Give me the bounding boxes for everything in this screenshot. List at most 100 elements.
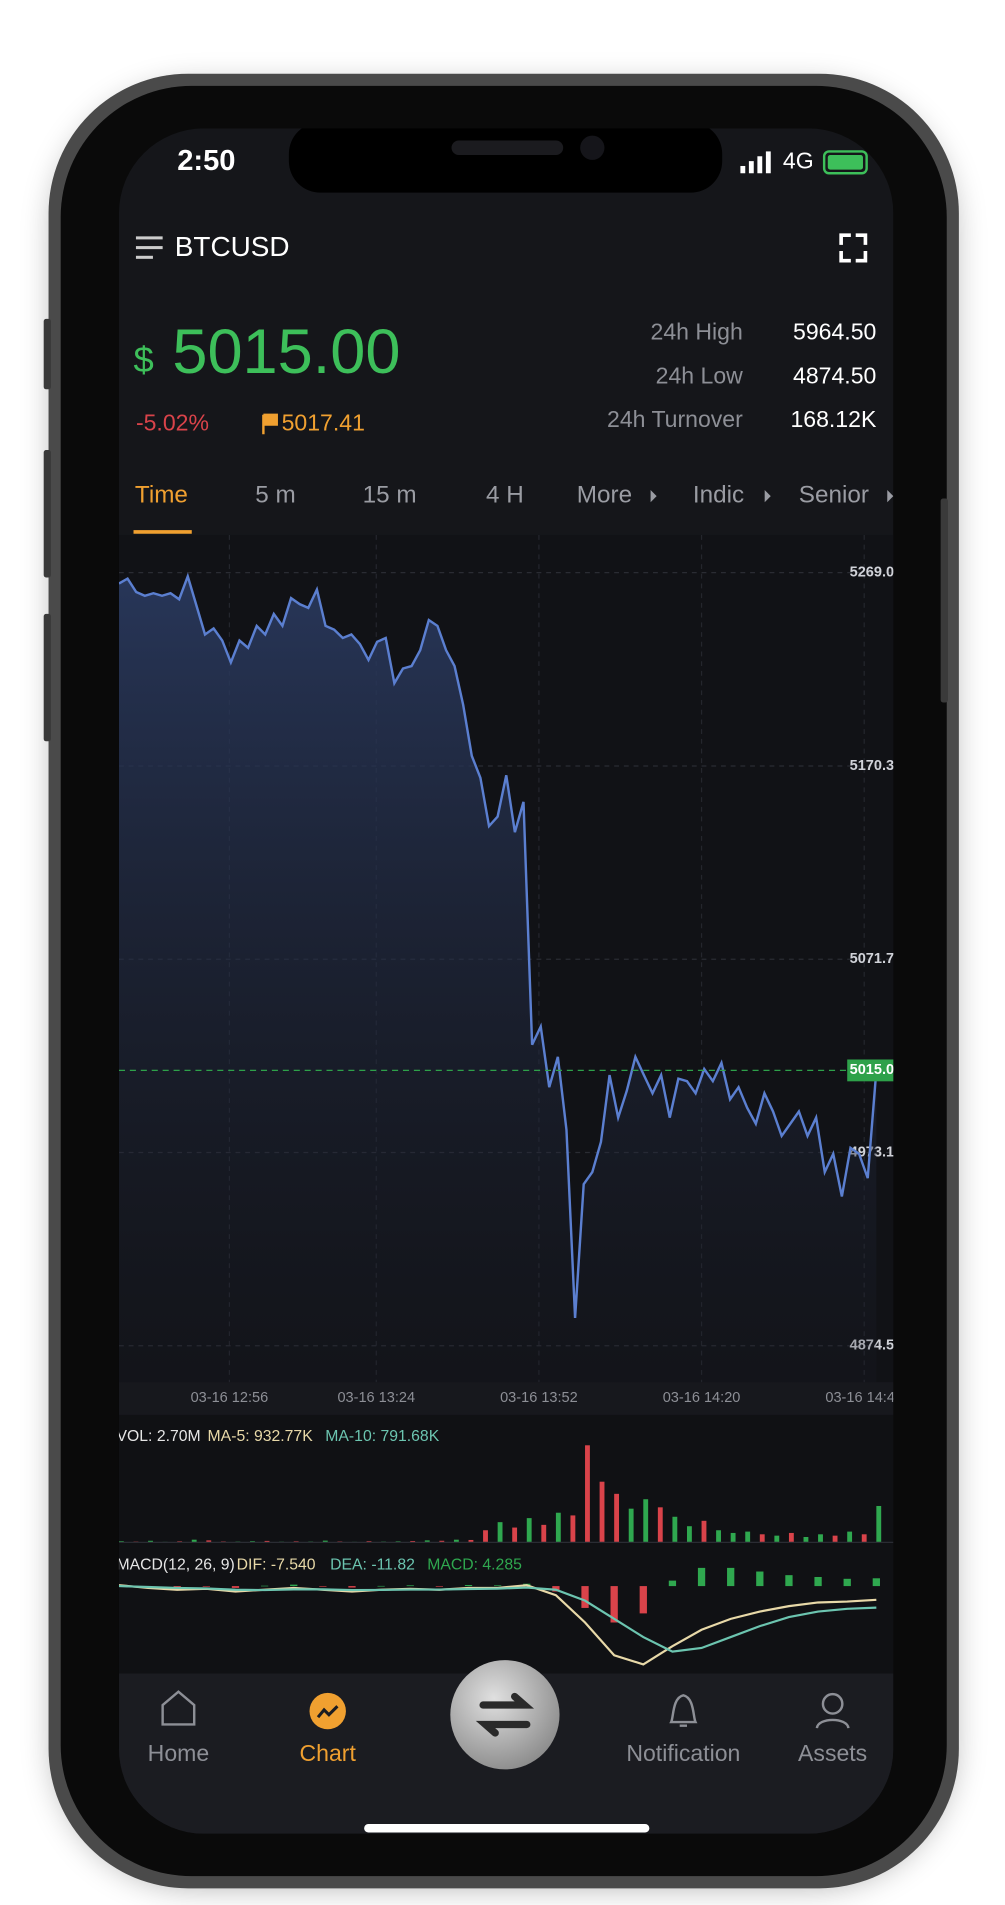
x-tick-label: 03-16 13:24	[337, 1390, 415, 1406]
volume-bar	[759, 1534, 765, 1543]
volume-bar	[643, 1499, 649, 1543]
macd-bar	[639, 1586, 647, 1614]
stat-label: 24h Low	[656, 362, 743, 388]
volume-bar	[686, 1526, 692, 1543]
stat-value: 168.12K	[790, 406, 876, 432]
battery-level	[827, 155, 863, 170]
home-indicator	[364, 1823, 650, 1833]
flag-icon	[262, 413, 278, 435]
side-button	[940, 498, 948, 703]
mark-price: 5017.41	[282, 410, 365, 436]
macd-bar	[843, 1578, 851, 1587]
macd-bar	[319, 1586, 327, 1587]
macd-bar	[668, 1580, 677, 1587]
tab[interactable]: More	[577, 482, 632, 509]
macd-bar	[814, 1576, 822, 1587]
y-tick-label: 5170.3	[850, 758, 894, 774]
home-icon[interactable]	[161, 1690, 196, 1726]
person-icon-body	[815, 1718, 850, 1729]
volume-bar	[861, 1534, 867, 1543]
tab-arrow	[764, 490, 771, 503]
volume-bar	[148, 1540, 153, 1543]
status-network: 4G	[783, 147, 814, 173]
volume-label: MA-5: 932.77K	[208, 1428, 314, 1445]
volume-bar	[512, 1527, 518, 1543]
volume-bar	[439, 1540, 445, 1543]
volume-bar	[585, 1445, 590, 1543]
nav-label[interactable]: Notification	[626, 1740, 740, 1766]
symbol[interactable]: BTCUSD	[175, 231, 290, 262]
signal	[740, 165, 746, 174]
trade-button[interactable]	[450, 1660, 560, 1770]
volume-bar	[745, 1531, 751, 1543]
price-line	[118, 572, 878, 1319]
tab[interactable]: 5 m	[255, 482, 295, 509]
volume-bar	[526, 1518, 532, 1543]
macd-bar	[348, 1586, 356, 1588]
volume-bar	[672, 1516, 678, 1543]
dea-line	[118, 1584, 877, 1653]
x-tick-label: 03-16 14:48	[825, 1390, 903, 1406]
volume-bar	[788, 1532, 794, 1543]
volume-bar	[483, 1530, 488, 1543]
macd-bar	[727, 1567, 735, 1587]
tab-underline	[133, 530, 192, 534]
volume-bar	[628, 1508, 634, 1543]
volume-bar	[818, 1534, 823, 1543]
nav-label[interactable]: Chart	[300, 1740, 357, 1766]
signal	[757, 156, 763, 174]
volume-bar	[555, 1512, 561, 1543]
tab[interactable]: 4 H	[486, 482, 524, 509]
nav-label[interactable]: Home	[148, 1740, 209, 1766]
macd-label: DEA: -11.82	[330, 1557, 415, 1574]
volume-bar	[876, 1505, 882, 1543]
tab[interactable]: Indic	[693, 482, 744, 509]
tab-arrow	[887, 490, 894, 503]
currency: $	[134, 339, 154, 380]
current-price-label: 5015.0	[850, 1062, 894, 1078]
tab[interactable]: Time	[135, 482, 188, 509]
tab[interactable]: Senior	[799, 482, 869, 509]
volume-bar	[453, 1539, 459, 1543]
macd-label: MACD(12, 26, 9)	[117, 1557, 235, 1574]
fullscreen-icon[interactable]	[839, 233, 868, 263]
volume-bar	[657, 1507, 663, 1543]
volume-bar	[410, 1541, 416, 1543]
volume-bar	[424, 1540, 430, 1543]
current-price-tag	[847, 1059, 894, 1082]
volume-bar	[599, 1481, 605, 1543]
volume-bar	[468, 1539, 474, 1543]
battery	[822, 150, 868, 175]
macd-bar	[610, 1586, 618, 1623]
swap-icon	[475, 1692, 535, 1737]
tab[interactable]: 15 m	[363, 482, 417, 509]
volume-label: MA-10: 791.68K	[325, 1428, 439, 1445]
side-button	[43, 613, 51, 742]
indicator-bg	[118, 1414, 894, 1674]
macd-bar	[494, 1585, 502, 1587]
macd-bar	[785, 1575, 793, 1587]
signal	[765, 151, 771, 174]
x-axis-strip	[118, 1382, 894, 1415]
volume-bar	[541, 1524, 547, 1543]
volume-bar	[614, 1493, 620, 1543]
chart-icon-line	[316, 1705, 339, 1719]
macd-bar	[377, 1585, 385, 1587]
menu-icon[interactable]	[135, 236, 163, 259]
bell-icon[interactable]	[669, 1694, 698, 1727]
chart-icon[interactable]	[309, 1692, 346, 1730]
macd-bar	[697, 1567, 706, 1587]
camera	[580, 135, 605, 160]
person-icon[interactable]	[821, 1692, 844, 1715]
stat-value: 4874.50	[793, 362, 876, 388]
notch	[288, 128, 723, 193]
change: -5.02%	[136, 410, 209, 436]
volume-bar	[191, 1539, 197, 1543]
nav-label[interactable]: Assets	[798, 1740, 867, 1766]
stat-value: 5964.50	[793, 319, 876, 345]
volume-label: VOL: 2.70M	[117, 1428, 201, 1445]
area-fill	[118, 576, 877, 1383]
status-time: 2:50	[177, 145, 235, 177]
